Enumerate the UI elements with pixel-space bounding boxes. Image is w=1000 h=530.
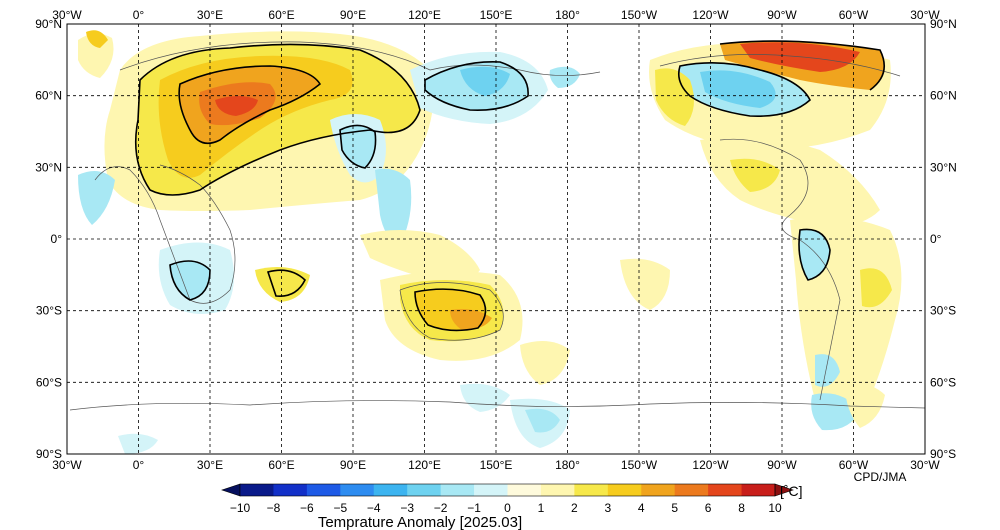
longitude-label: 120°E	[408, 8, 441, 22]
longitude-label: 90°W	[767, 8, 797, 22]
anomaly-shading	[78, 30, 902, 454]
colorbar-segment	[607, 484, 642, 496]
colorbar-tick-label: −1	[467, 501, 481, 515]
longitude-label: 150°E	[480, 8, 513, 22]
longitude-labels-bottom: 30°W 0° 30°E 60°E 90°E 120°E 150°E 180° 150°W 120…	[52, 458, 940, 472]
latitude-label: 60°S	[36, 375, 62, 389]
graticule	[67, 24, 925, 454]
colorbar-tick-label: −8	[267, 501, 281, 515]
longitude-label: 60°E	[268, 8, 294, 22]
latitude-label: 90°N	[930, 17, 957, 31]
longitude-label: 30°W	[52, 458, 82, 472]
latitude-label: 90°S	[36, 447, 62, 461]
colorbar-tick-label: 5	[671, 501, 678, 515]
longitude-label: 180°	[555, 458, 580, 472]
colorbar: −10 −8 −6 −5 −4 −3 −2 −1 0 1 2 3 4 5 6 8 10	[221, 483, 794, 515]
longitude-label: 0°	[133, 458, 145, 472]
colorbar-segment	[306, 484, 341, 496]
colorbar-segment	[540, 484, 575, 496]
longitude-label: 30°W	[52, 8, 82, 22]
longitude-label: 150°E	[480, 458, 513, 472]
colorbar-tick-label: 8	[738, 501, 745, 515]
longitude-label: 30°W	[910, 458, 940, 472]
colorbar-tick-label: −5	[333, 501, 347, 515]
latitude-label: 0°	[51, 232, 63, 246]
map-frame	[66, 23, 926, 455]
colorbar-tick-label: −10	[230, 501, 251, 515]
latitude-label: 30°S	[930, 304, 956, 318]
coastlines	[69, 41, 926, 411]
colorbar-tick-label: 4	[638, 501, 645, 515]
colorbar-under-arrow	[221, 483, 241, 497]
longitude-label: 60°W	[839, 458, 869, 472]
colorbar-segment	[440, 484, 475, 496]
colorbar-segment	[273, 484, 308, 496]
latitude-label: 60°N	[35, 89, 62, 103]
colorbar-tick-label: −4	[367, 501, 381, 515]
colorbar-frame	[239, 483, 776, 497]
longitude-label: 120°W	[692, 458, 729, 472]
latitude-label: 60°S	[930, 375, 956, 389]
colorbar-tick-label: −2	[434, 501, 448, 515]
longitude-label: 90°E	[340, 458, 366, 472]
latitude-label: 30°N	[35, 160, 62, 174]
latitude-label: 90°S	[930, 447, 956, 461]
latitude-labels-left: 90°N 60°N 30°N 0° 30°S 60°S 90°S	[35, 17, 62, 461]
colorbar-segment	[407, 484, 442, 496]
longitude-labels-top: 30°W 0° 30°E 60°E 90°E 120°E 150°E 180° 150°W 120…	[52, 8, 940, 22]
longitude-label: 60°W	[839, 8, 869, 22]
latitude-labels-right: 90°N 60°N 30°N 0° 30°S 60°S 90°S	[930, 17, 957, 461]
colorbar-segment	[574, 484, 609, 496]
colorbar-segment	[674, 484, 709, 496]
longitude-label: 90°W	[767, 458, 797, 472]
colorbar-tick-label: 2	[571, 501, 578, 515]
longitude-label: 150°W	[621, 8, 658, 22]
colorbar-segment	[474, 484, 508, 496]
colorbar-segment	[741, 484, 776, 496]
longitude-label: 90°E	[340, 8, 366, 22]
longitude-label: 150°W	[621, 458, 658, 472]
longitude-label: 120°E	[408, 458, 441, 472]
longitude-label: 30°W	[910, 8, 940, 22]
colorbar-segment	[340, 484, 375, 496]
colorbar-tick-label: −6	[300, 501, 314, 515]
longitude-label: 180°	[555, 8, 580, 22]
colorbar-segment	[373, 484, 408, 496]
latitude-label: 0°	[930, 232, 942, 246]
colorbar-title: Temprature Anomaly [2025.03]	[318, 514, 522, 530]
colorbar-segment	[708, 484, 743, 496]
latitude-label: 60°N	[930, 89, 957, 103]
longitude-label: 120°W	[692, 8, 729, 22]
credit-label: CPD/JMA	[854, 470, 907, 484]
colorbar-unit: [˚C]	[780, 483, 803, 499]
latitude-label: 30°N	[930, 160, 957, 174]
longitude-label: 0°	[133, 8, 145, 22]
contour-lines	[134, 40, 886, 332]
colorbar-tick-label: −3	[400, 501, 414, 515]
colorbar-tick-label: 3	[604, 501, 611, 515]
latitude-label: 90°N	[35, 17, 62, 31]
colorbar-segment	[240, 484, 274, 496]
longitude-label: 30°E	[197, 458, 223, 472]
longitude-label: 60°E	[268, 458, 294, 472]
colorbar-tick-label: 1	[538, 501, 545, 515]
longitude-label: 30°E	[197, 8, 223, 22]
colorbar-segment	[641, 484, 676, 496]
colorbar-tick-label: 10	[768, 501, 782, 515]
colorbar-tick-label: 0	[504, 501, 511, 515]
latitude-label: 30°S	[36, 304, 62, 318]
colorbar-tick-label: 6	[705, 501, 712, 515]
colorbar-segment	[507, 484, 542, 496]
